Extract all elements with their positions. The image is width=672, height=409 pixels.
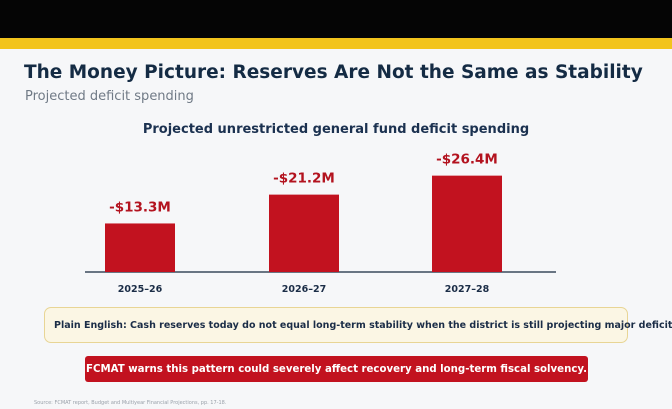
- warning-text: FCMAT warns this pattern could severely …: [86, 363, 587, 375]
- slide: The Money Picture: Reserves Are Not the …: [0, 49, 672, 409]
- x-tick-label: 2027–28: [445, 284, 490, 295]
- data-label: -$26.4M: [436, 152, 498, 168]
- plain-english-callout: Plain English: Cash reserves today do no…: [44, 307, 672, 343]
- bar-2025–26: [105, 223, 175, 272]
- bar-2026–27: [269, 194, 339, 272]
- x-tick-label: 2026–27: [282, 284, 326, 295]
- slide-subtitle: Projected deficit spending: [25, 89, 194, 104]
- top-black-bar: [0, 0, 672, 38]
- deficit-bar-chart: -$13.3M 2025–26 -$21.2M 2026–27 -$26.4M 2027–…: [85, 152, 556, 295]
- data-label: -$21.2M: [273, 171, 335, 187]
- x-tick-label: 2025–26: [118, 284, 163, 295]
- bar-2027–28: [432, 175, 502, 272]
- data-label: -$13.3M: [109, 199, 171, 215]
- plain-english-text: Plain English: Cash reserves today do no…: [54, 319, 672, 331]
- source-note: Source: FCMAT report, Budget and Multiye…: [34, 400, 227, 406]
- slide-title: The Money Picture: Reserves Are Not the …: [24, 62, 643, 83]
- fcmat-warning-banner: FCMAT warns this pattern could severely …: [85, 356, 588, 382]
- accent-stripe: [0, 38, 672, 49]
- chart-title: Projected unrestricted general fund defi…: [142, 122, 530, 137]
